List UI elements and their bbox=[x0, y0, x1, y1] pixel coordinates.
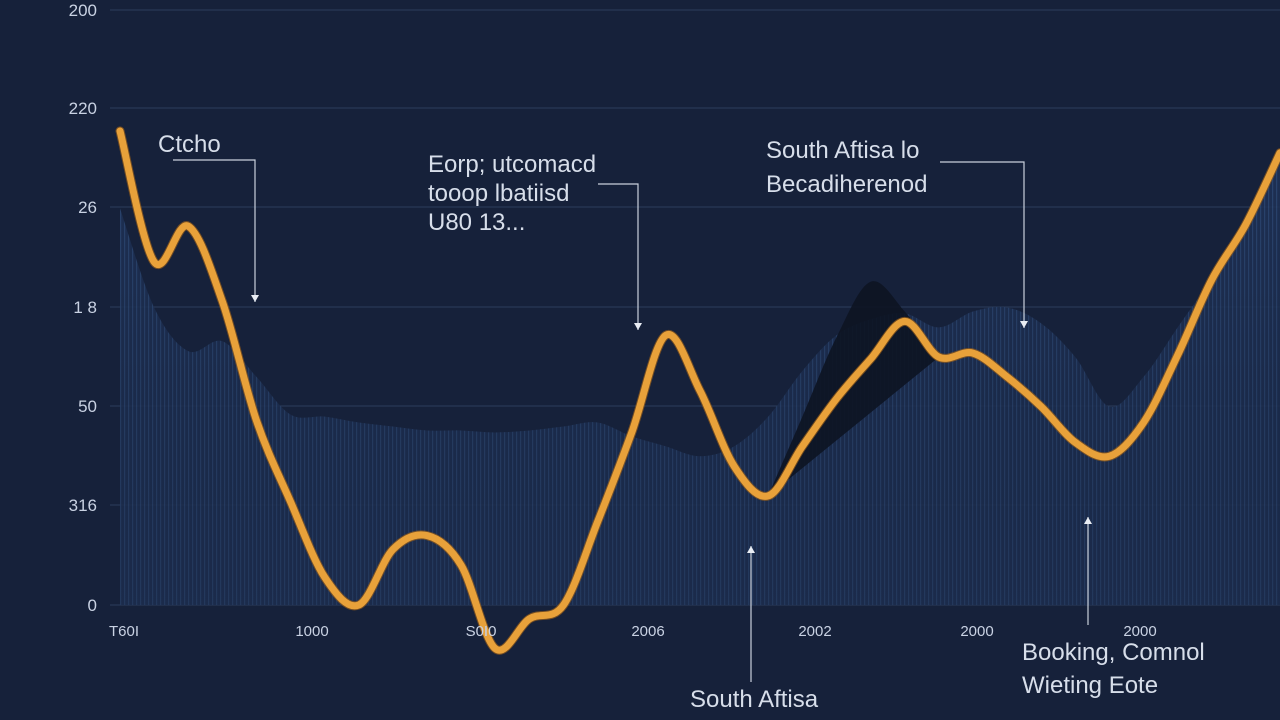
x-tick-label: S0I0 bbox=[466, 623, 497, 640]
x-tick-label: T60I bbox=[109, 623, 139, 640]
annotation-marker bbox=[1020, 321, 1028, 328]
x-tick-label: 2000 bbox=[1123, 623, 1156, 640]
y-tick-label: 26 bbox=[78, 198, 97, 217]
annotation-text: Becadiherenod bbox=[766, 171, 927, 198]
annotation-text: South Aftisa lo bbox=[766, 137, 919, 164]
annotation-text: Eorp; utcomacd bbox=[428, 151, 596, 178]
annotation-text: Wieting Eote bbox=[1022, 672, 1158, 699]
y-axis-ticks: 0 316 50 1 8 26 220 200 bbox=[69, 1, 97, 615]
annotation-marker bbox=[747, 546, 755, 553]
annotation-text: South Aftisa bbox=[690, 686, 819, 713]
x-tick-label: 1000 bbox=[295, 623, 328, 640]
y-tick-label: 1 8 bbox=[73, 298, 97, 317]
annotation-3: South Aftisa lo Becadiherenod bbox=[766, 137, 1028, 328]
x-tick-label: 2002 bbox=[798, 623, 831, 640]
annotation-text: tooop lbatiisd bbox=[428, 180, 569, 207]
annotation-marker bbox=[251, 295, 259, 302]
annotation-text: Ctcho bbox=[158, 131, 221, 158]
y-tick-label: 0 bbox=[88, 596, 97, 615]
series-line-path bbox=[116, 127, 1280, 654]
annotation-marker bbox=[1084, 517, 1092, 524]
y-tick-label: 200 bbox=[69, 1, 97, 20]
y-tick-label: 220 bbox=[69, 99, 97, 118]
background-area-shade bbox=[120, 148, 1280, 606]
x-axis-ticks: T60I 1000 S0I0 2006 2002 2000 2000 bbox=[109, 623, 1157, 640]
y-tick-label: 316 bbox=[69, 496, 97, 515]
x-tick-label: 2000 bbox=[960, 623, 993, 640]
annotation-text: Booking, Comnol bbox=[1022, 639, 1205, 666]
peak-area-fill bbox=[768, 281, 939, 496]
annotation-text: U80 13... bbox=[428, 209, 525, 236]
annotation-4: South Aftisa bbox=[690, 546, 819, 713]
peak-area bbox=[768, 281, 939, 496]
annotation-5: Booking, Comnol Wieting Eote bbox=[1022, 517, 1205, 699]
annotation-leader-line bbox=[173, 159, 256, 302]
series-line bbox=[115, 126, 1280, 655]
annotation-1: Ctcho bbox=[158, 131, 259, 302]
background-area bbox=[120, 148, 1280, 606]
annotation-marker bbox=[634, 323, 642, 330]
annotation-leader-line bbox=[598, 183, 639, 330]
annotation-leader-line bbox=[940, 161, 1025, 328]
y-tick-label: 50 bbox=[78, 397, 97, 416]
x-tick-label: 2006 bbox=[631, 623, 664, 640]
